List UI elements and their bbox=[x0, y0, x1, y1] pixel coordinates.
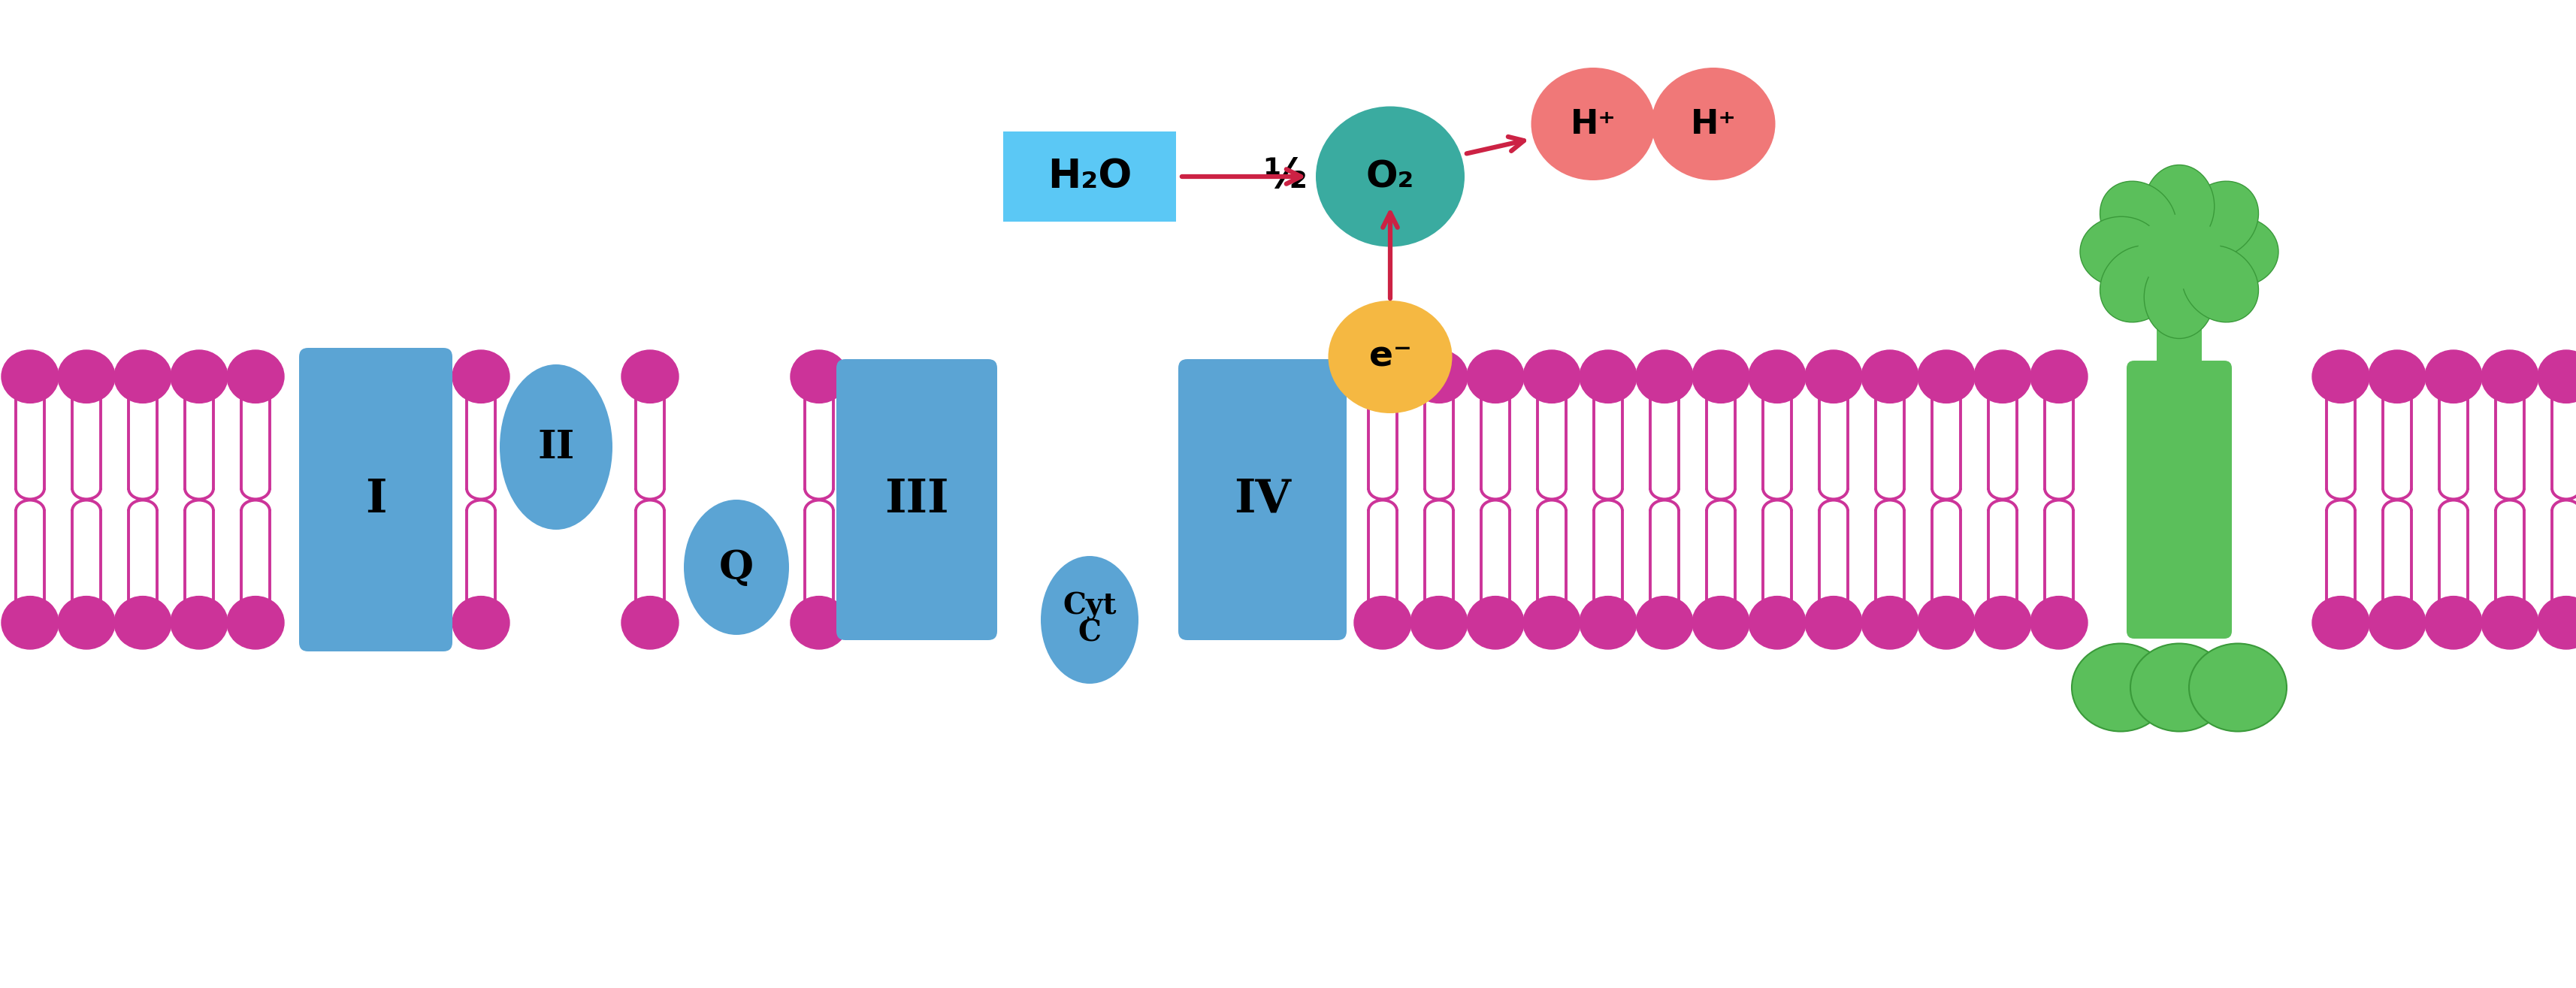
Ellipse shape bbox=[1355, 596, 1412, 649]
Ellipse shape bbox=[791, 350, 848, 403]
Text: II: II bbox=[538, 428, 574, 466]
Ellipse shape bbox=[2182, 181, 2259, 258]
Ellipse shape bbox=[1692, 350, 1749, 403]
Ellipse shape bbox=[1973, 596, 2032, 649]
Ellipse shape bbox=[1917, 350, 1976, 403]
Ellipse shape bbox=[1806, 350, 1862, 403]
Ellipse shape bbox=[2030, 596, 2087, 649]
Ellipse shape bbox=[2071, 643, 2169, 731]
FancyBboxPatch shape bbox=[837, 359, 997, 640]
Text: III: III bbox=[884, 477, 948, 523]
Ellipse shape bbox=[2481, 350, 2537, 403]
FancyBboxPatch shape bbox=[1177, 359, 1347, 640]
Ellipse shape bbox=[1862, 350, 1919, 403]
Ellipse shape bbox=[1412, 596, 1468, 649]
Ellipse shape bbox=[453, 596, 510, 649]
Ellipse shape bbox=[2138, 214, 2221, 288]
FancyBboxPatch shape bbox=[299, 348, 453, 651]
Ellipse shape bbox=[1579, 596, 1636, 649]
Ellipse shape bbox=[2182, 245, 2259, 322]
FancyBboxPatch shape bbox=[1002, 131, 1177, 221]
Ellipse shape bbox=[2195, 216, 2277, 287]
Ellipse shape bbox=[227, 350, 283, 403]
Ellipse shape bbox=[1862, 596, 1919, 649]
Ellipse shape bbox=[170, 350, 227, 403]
Ellipse shape bbox=[1749, 596, 1806, 649]
Ellipse shape bbox=[1806, 596, 1862, 649]
Ellipse shape bbox=[1530, 67, 1656, 181]
Ellipse shape bbox=[57, 350, 116, 403]
Ellipse shape bbox=[1636, 596, 1692, 649]
Ellipse shape bbox=[1973, 350, 2032, 403]
Ellipse shape bbox=[3, 596, 59, 649]
Ellipse shape bbox=[2537, 350, 2576, 403]
Ellipse shape bbox=[170, 596, 227, 649]
Text: H⁺: H⁺ bbox=[1690, 108, 1736, 140]
Ellipse shape bbox=[2079, 216, 2164, 287]
Ellipse shape bbox=[2143, 256, 2215, 339]
Ellipse shape bbox=[791, 596, 848, 649]
Ellipse shape bbox=[2313, 350, 2370, 403]
Ellipse shape bbox=[1636, 350, 1692, 403]
Text: Q: Q bbox=[719, 548, 755, 587]
Ellipse shape bbox=[227, 596, 283, 649]
Ellipse shape bbox=[2313, 596, 2370, 649]
Ellipse shape bbox=[113, 596, 173, 649]
Text: IV: IV bbox=[1234, 477, 1291, 523]
FancyBboxPatch shape bbox=[2128, 361, 2231, 638]
Ellipse shape bbox=[2130, 643, 2228, 731]
Ellipse shape bbox=[2143, 165, 2215, 248]
Text: ½: ½ bbox=[1262, 156, 1306, 197]
Ellipse shape bbox=[621, 596, 677, 649]
Ellipse shape bbox=[1651, 67, 1775, 181]
Ellipse shape bbox=[2424, 350, 2483, 403]
Ellipse shape bbox=[2099, 245, 2177, 322]
Ellipse shape bbox=[2537, 596, 2576, 649]
Ellipse shape bbox=[453, 350, 510, 403]
Text: I: I bbox=[366, 477, 386, 523]
Ellipse shape bbox=[57, 596, 116, 649]
Ellipse shape bbox=[683, 500, 788, 635]
Ellipse shape bbox=[1466, 350, 1525, 403]
FancyBboxPatch shape bbox=[2156, 318, 2202, 631]
Ellipse shape bbox=[1579, 350, 1636, 403]
Ellipse shape bbox=[1692, 596, 1749, 649]
Ellipse shape bbox=[621, 350, 677, 403]
Text: Cyt
C: Cyt C bbox=[1064, 593, 1115, 647]
Text: e⁻: e⁻ bbox=[1368, 340, 1412, 373]
Ellipse shape bbox=[1522, 350, 1579, 403]
Ellipse shape bbox=[1041, 556, 1139, 684]
Ellipse shape bbox=[2099, 181, 2177, 258]
Ellipse shape bbox=[2190, 643, 2287, 731]
Ellipse shape bbox=[1316, 107, 1466, 247]
Ellipse shape bbox=[1412, 350, 1468, 403]
Ellipse shape bbox=[113, 350, 173, 403]
Ellipse shape bbox=[1329, 300, 1453, 413]
Ellipse shape bbox=[1355, 350, 1412, 403]
Ellipse shape bbox=[1522, 596, 1579, 649]
Text: H₂O: H₂O bbox=[1048, 157, 1131, 196]
Ellipse shape bbox=[2481, 596, 2537, 649]
Ellipse shape bbox=[1749, 350, 1806, 403]
Ellipse shape bbox=[2367, 596, 2427, 649]
Text: O₂: O₂ bbox=[1365, 158, 1414, 195]
Text: H⁺: H⁺ bbox=[1571, 108, 1615, 140]
Ellipse shape bbox=[1917, 596, 1976, 649]
Ellipse shape bbox=[2424, 596, 2483, 649]
Ellipse shape bbox=[1466, 596, 1525, 649]
Ellipse shape bbox=[500, 365, 613, 530]
Ellipse shape bbox=[3, 350, 59, 403]
Ellipse shape bbox=[2367, 350, 2427, 403]
Ellipse shape bbox=[2030, 350, 2087, 403]
